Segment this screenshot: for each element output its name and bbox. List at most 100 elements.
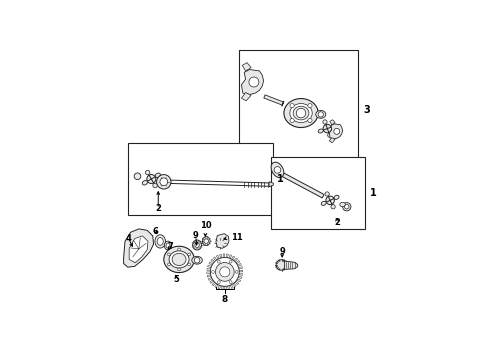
Ellipse shape (340, 202, 345, 207)
Ellipse shape (155, 235, 166, 248)
Circle shape (323, 124, 332, 133)
Circle shape (210, 257, 239, 286)
Ellipse shape (318, 129, 323, 133)
Ellipse shape (334, 195, 339, 199)
Ellipse shape (169, 251, 189, 268)
Polygon shape (239, 270, 243, 272)
Ellipse shape (276, 260, 287, 270)
Ellipse shape (193, 240, 201, 250)
Polygon shape (210, 280, 214, 283)
Polygon shape (207, 272, 210, 274)
Text: 9: 9 (193, 231, 198, 240)
Polygon shape (237, 279, 241, 282)
Ellipse shape (195, 243, 199, 247)
Circle shape (318, 112, 323, 117)
Polygon shape (238, 264, 242, 266)
Circle shape (229, 260, 232, 263)
Circle shape (195, 257, 200, 263)
Polygon shape (218, 285, 220, 289)
Polygon shape (221, 286, 223, 290)
Circle shape (146, 170, 150, 175)
Circle shape (308, 103, 312, 108)
Polygon shape (232, 256, 235, 260)
Circle shape (249, 77, 259, 87)
Ellipse shape (166, 243, 170, 248)
Polygon shape (236, 260, 240, 264)
Text: 4: 4 (125, 234, 131, 243)
Ellipse shape (321, 201, 326, 206)
Polygon shape (208, 265, 212, 268)
Circle shape (229, 281, 232, 284)
Circle shape (204, 239, 208, 243)
Circle shape (188, 253, 191, 256)
Polygon shape (207, 268, 211, 270)
Polygon shape (220, 254, 222, 258)
Circle shape (218, 260, 220, 263)
Text: 7: 7 (168, 242, 173, 251)
Circle shape (296, 108, 306, 118)
Polygon shape (239, 273, 243, 275)
Circle shape (134, 173, 141, 180)
Circle shape (344, 204, 349, 209)
Ellipse shape (164, 246, 195, 273)
Text: 2: 2 (334, 218, 340, 227)
Bar (239, 50, 358, 169)
Polygon shape (281, 172, 324, 198)
Ellipse shape (284, 99, 318, 127)
Circle shape (343, 203, 351, 211)
Ellipse shape (157, 238, 163, 245)
Text: 1: 1 (277, 174, 283, 184)
Polygon shape (208, 278, 212, 280)
Bar (128, 143, 273, 215)
Polygon shape (213, 257, 217, 261)
Circle shape (274, 167, 281, 173)
Polygon shape (225, 286, 226, 290)
Ellipse shape (202, 237, 210, 246)
Polygon shape (216, 234, 229, 248)
Polygon shape (209, 262, 213, 265)
Polygon shape (226, 254, 228, 258)
Polygon shape (242, 69, 264, 94)
Circle shape (290, 103, 294, 108)
Text: 3: 3 (364, 105, 370, 115)
Polygon shape (229, 255, 232, 258)
Polygon shape (284, 261, 298, 269)
Bar (270, 157, 365, 229)
Ellipse shape (142, 181, 147, 185)
Ellipse shape (290, 104, 312, 122)
Circle shape (216, 262, 234, 281)
Polygon shape (223, 254, 225, 257)
Polygon shape (242, 93, 251, 101)
Circle shape (212, 270, 214, 273)
Circle shape (325, 192, 329, 196)
Circle shape (326, 196, 334, 204)
Polygon shape (264, 95, 284, 105)
Ellipse shape (172, 253, 186, 266)
Polygon shape (212, 282, 216, 286)
Circle shape (308, 118, 312, 123)
Ellipse shape (271, 162, 284, 177)
Ellipse shape (331, 124, 337, 128)
Circle shape (188, 263, 191, 266)
Circle shape (235, 270, 238, 273)
Circle shape (178, 248, 180, 251)
Polygon shape (230, 285, 233, 288)
Polygon shape (129, 236, 148, 263)
Text: 9: 9 (279, 247, 285, 256)
Polygon shape (233, 283, 236, 287)
Text: 10: 10 (199, 221, 211, 230)
Text: 11: 11 (231, 233, 243, 242)
Circle shape (290, 118, 294, 123)
Circle shape (323, 120, 327, 124)
Circle shape (218, 281, 220, 284)
Circle shape (178, 268, 180, 271)
Circle shape (168, 253, 171, 256)
Text: 6: 6 (152, 227, 158, 236)
Ellipse shape (164, 241, 171, 250)
Circle shape (220, 267, 230, 277)
Polygon shape (207, 275, 211, 277)
Circle shape (147, 175, 156, 184)
Text: 1: 1 (370, 188, 376, 198)
Circle shape (153, 183, 157, 188)
Ellipse shape (293, 106, 309, 120)
